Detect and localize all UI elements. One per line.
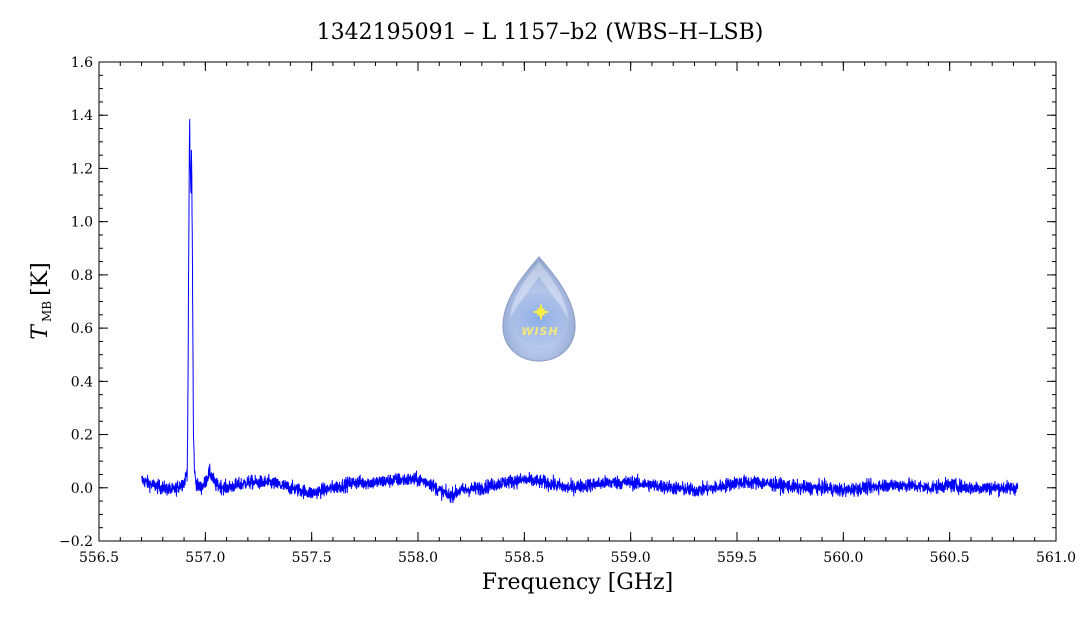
wish-logo: WISH	[502, 256, 576, 362]
x-tick-label: 558.5	[504, 550, 544, 566]
x-tick-label: 560.0	[823, 550, 863, 566]
y-tick-label: 0.4	[71, 374, 93, 390]
y-tick-label: 1.2	[71, 161, 93, 177]
logo-text: WISH	[521, 325, 558, 338]
y-tick-label: 1.6	[71, 55, 93, 71]
y-tick-label: 0.6	[71, 321, 93, 337]
star-icon	[532, 303, 550, 321]
y-tick-label: 0.0	[71, 481, 93, 497]
y-tick-label: −0.2	[59, 534, 93, 550]
x-tick-label: 561.0	[1036, 550, 1076, 566]
x-axis-label: Frequency [GHz]	[482, 570, 674, 595]
y-axis-symbol: T	[28, 323, 53, 340]
drop-core	[513, 293, 565, 345]
y-axis-unit: [K]	[28, 262, 53, 296]
chart-title: 1342195091 – L 1157–b2 (WBS–H–LSB)	[317, 20, 764, 45]
x-tick-label: 559.5	[717, 550, 757, 566]
y-axis-label-text: TMB [K]	[28, 262, 54, 339]
y-tick-label: 0.2	[71, 428, 93, 444]
y-axis-label: TMB [K]	[28, 262, 54, 339]
y-tick-label: 1.4	[71, 108, 93, 124]
x-tick-label: 557.0	[185, 550, 225, 566]
y-tick-label: 0.8	[71, 268, 93, 284]
x-tick-label: 560.5	[930, 550, 970, 566]
x-tick-label: 558.0	[398, 550, 438, 566]
plot-frame	[98, 61, 1057, 542]
spectrum-line	[141, 118, 1019, 504]
x-tick-label: 557.5	[292, 550, 332, 566]
x-tick-label: 559.0	[611, 550, 651, 566]
x-tick-label: 556.5	[79, 550, 119, 566]
y-tick-label: 1.0	[71, 215, 93, 231]
drop-highlight	[510, 262, 568, 318]
y-axis-subscript: MB	[40, 301, 54, 322]
